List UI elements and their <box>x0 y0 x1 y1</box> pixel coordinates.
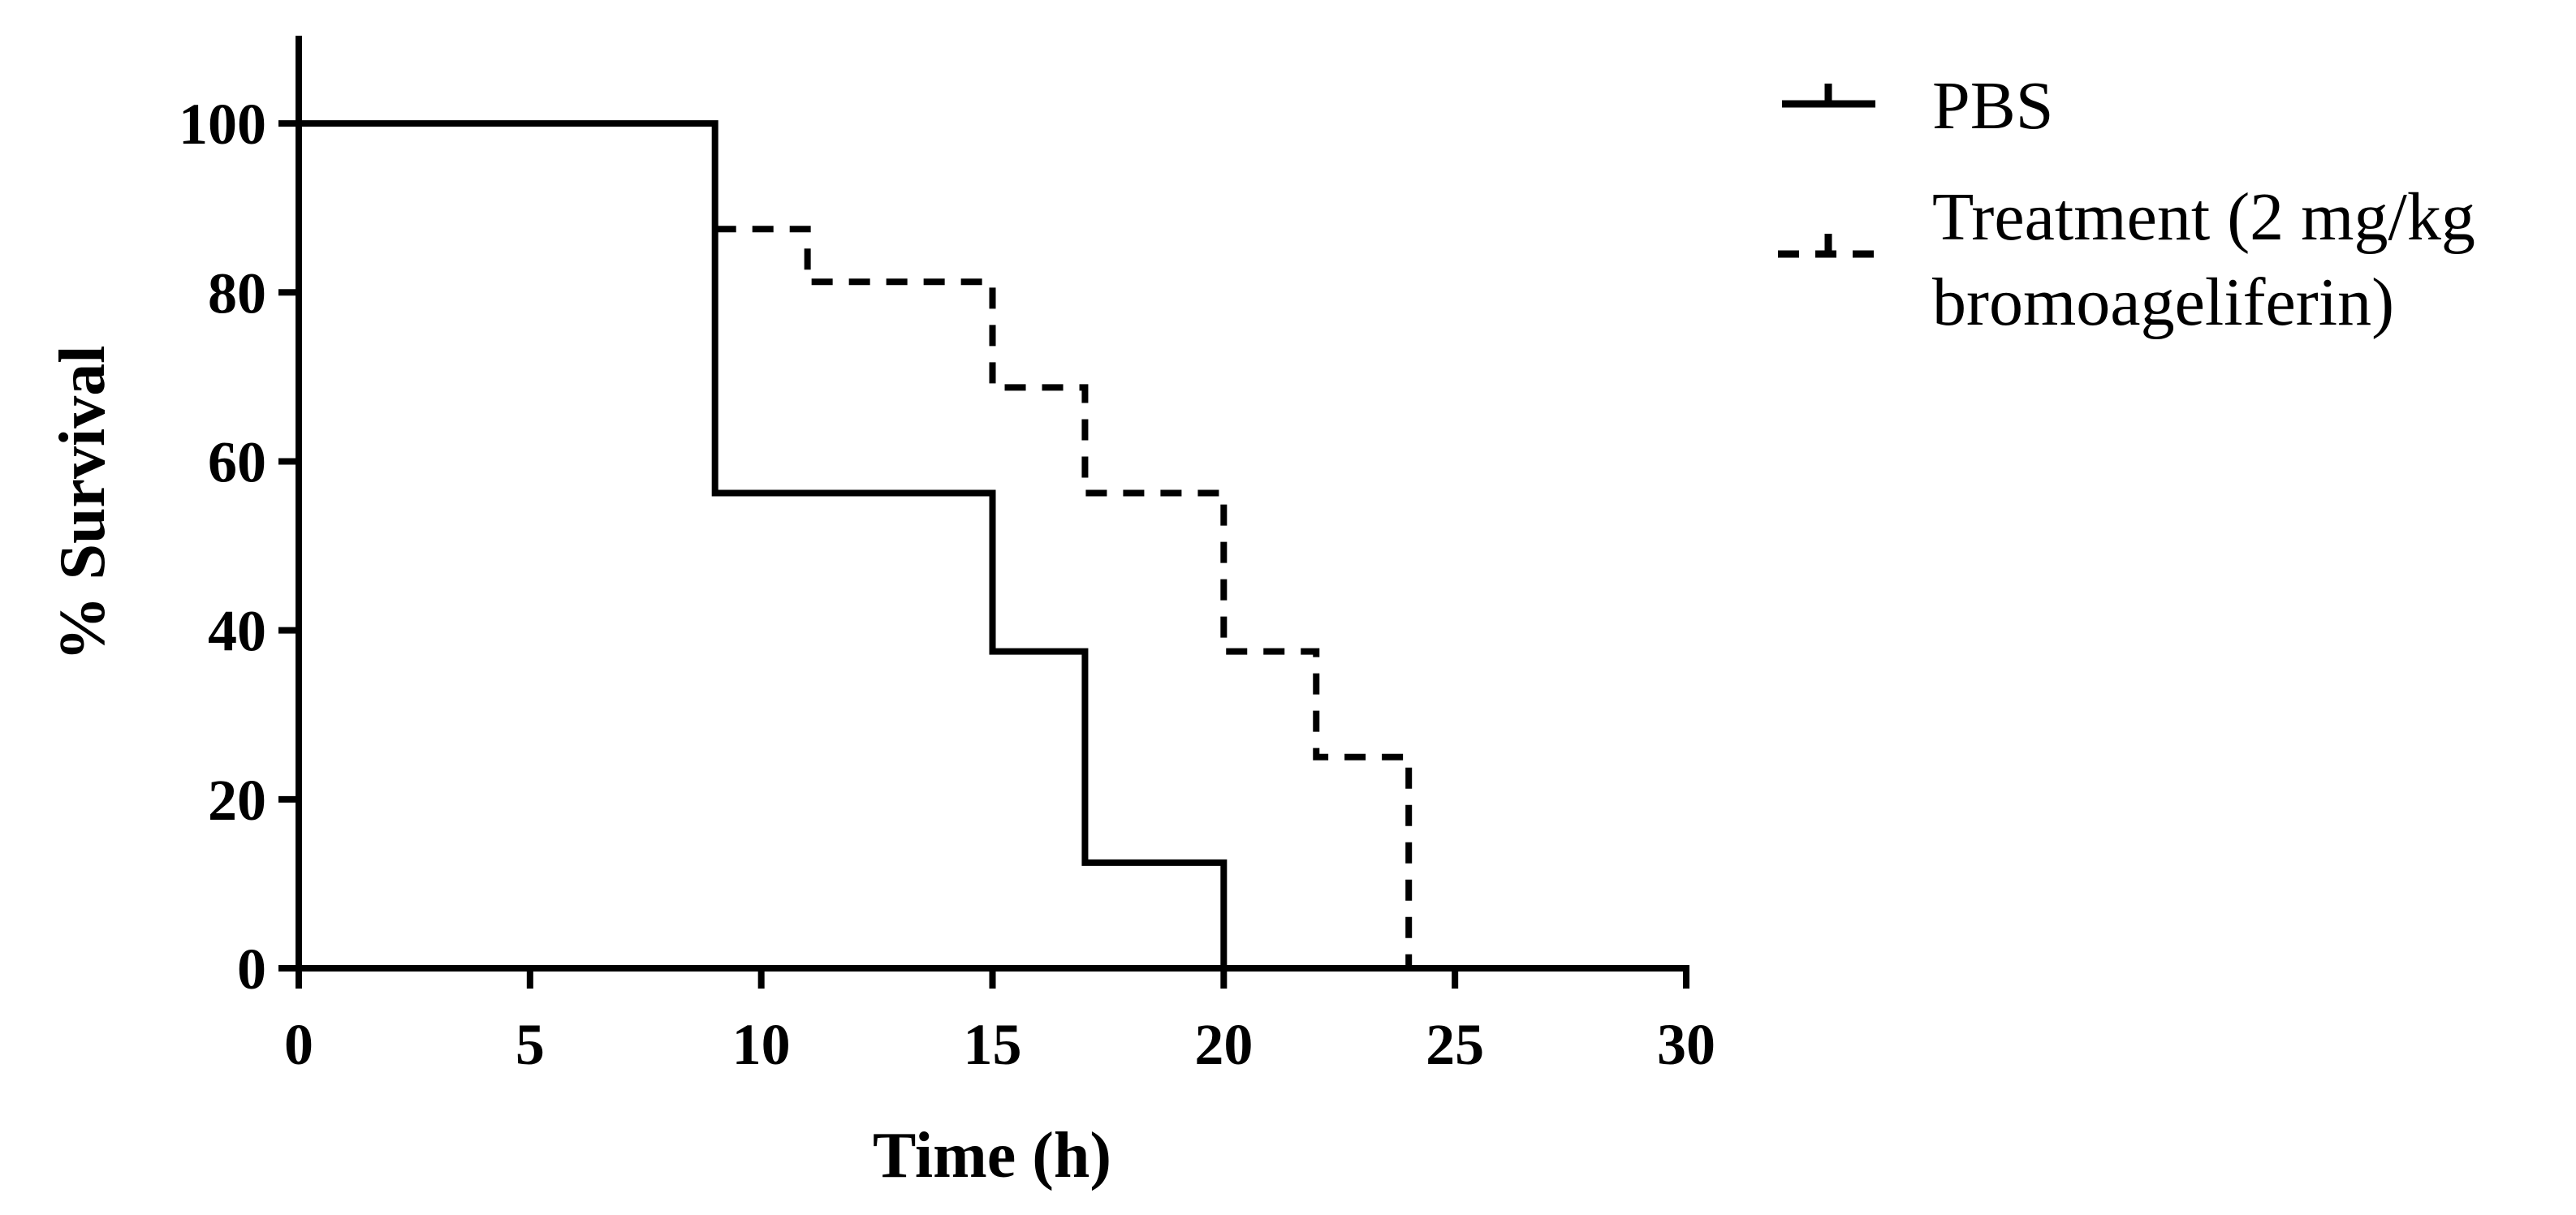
legend-label-treatment-line1: Treatment (2 mg/kg <box>1932 179 2475 255</box>
y-tick-label: 100 <box>179 92 266 157</box>
legend-item-treatment: Treatment (2 mg/kg bromoageliferin) <box>1778 179 2475 340</box>
x-tick-label: 20 <box>1194 1012 1253 1077</box>
y-tick-label: 60 <box>208 429 266 494</box>
x-ticks: 0 5 10 15 20 25 30 <box>284 968 1715 1077</box>
y-tick-label: 80 <box>208 261 266 325</box>
x-tick-label: 5 <box>516 1012 545 1077</box>
y-tick-label: 0 <box>237 937 266 1002</box>
x-axis-title: Time (h) <box>873 1120 1111 1191</box>
y-tick-label: 40 <box>208 599 266 664</box>
legend-label-pbs: PBS <box>1932 68 2053 144</box>
y-axis-title: % Survival <box>47 346 119 661</box>
series-line-treatment <box>714 226 1413 968</box>
y-ticks: 0 20 40 60 80 100 <box>179 92 299 1002</box>
x-tick-label: 25 <box>1426 1012 1484 1077</box>
x-tick-label: 0 <box>284 1012 313 1077</box>
legend-item-pbs: PBS <box>1782 68 2053 144</box>
series-group <box>299 120 1686 972</box>
x-tick-label: 30 <box>1657 1012 1715 1077</box>
x-tick-label: 15 <box>964 1012 1022 1077</box>
y-tick-label: 20 <box>208 768 266 833</box>
series-line-pbs <box>299 120 1686 972</box>
legend: PBS Treatment (2 mg/kg bromoageliferin) <box>1778 68 2475 340</box>
x-tick-label: 10 <box>732 1012 791 1077</box>
legend-label-treatment-line2: bromoageliferin) <box>1932 265 2394 340</box>
